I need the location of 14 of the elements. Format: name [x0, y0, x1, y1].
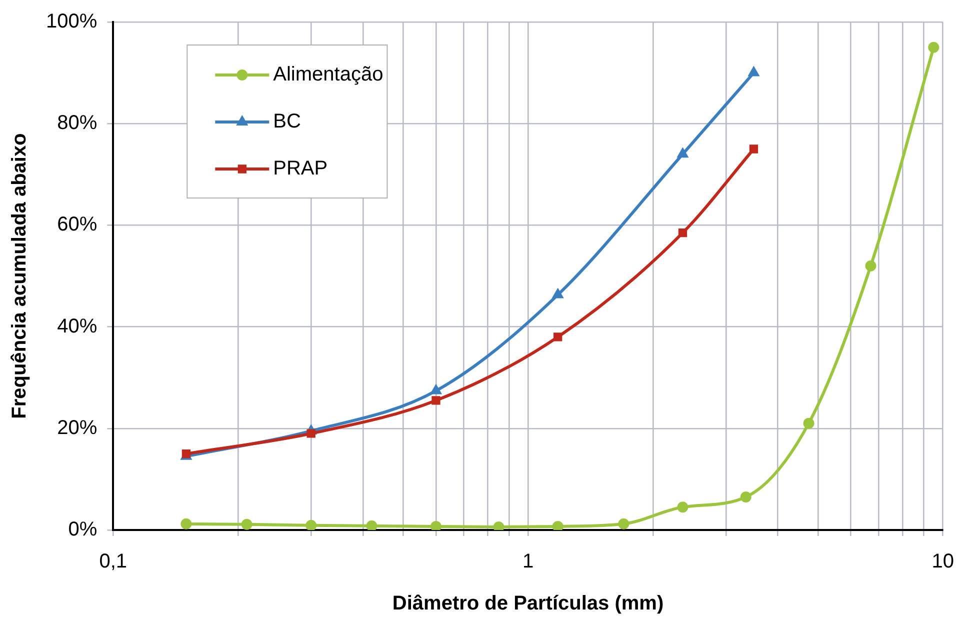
y-tick-label: 80%	[57, 112, 98, 134]
legend-label: Alimentação	[273, 64, 384, 86]
legend-label: BC	[273, 110, 301, 133]
y-tick-label: 0%	[68, 518, 98, 541]
y-axis-title: Frequência acumulada abaixo	[8, 133, 31, 419]
x-axis-title: Diâmetro de Partículas (mm)	[392, 592, 664, 615]
y-tick-label: 20%	[57, 416, 98, 439]
legend-label: PRAP	[273, 158, 328, 180]
x-tick-label: 10	[932, 550, 954, 573]
y-tick-label: 60%	[57, 214, 98, 236]
y-tick-label: 40%	[57, 315, 98, 338]
x-tick-label: 1	[522, 550, 534, 573]
x-tick-label: 0,1	[99, 550, 128, 573]
y-tick-label: 100%	[46, 10, 98, 33]
